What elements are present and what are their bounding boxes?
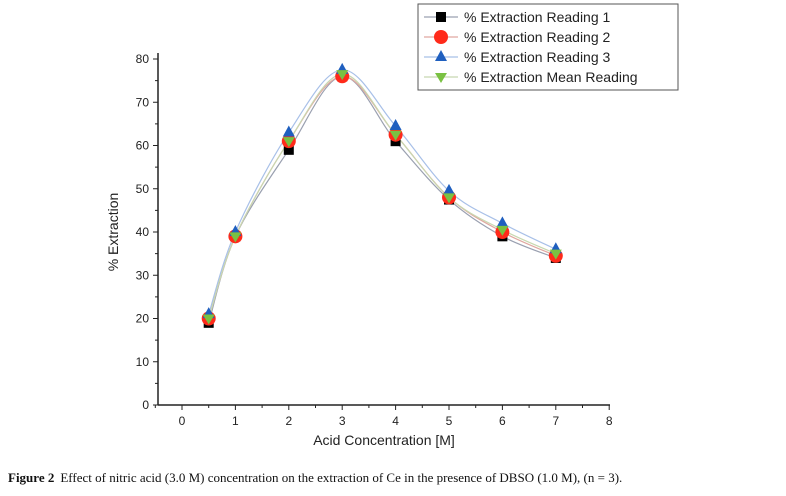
legend-label: % Extraction Reading 3 [464, 49, 611, 65]
legend-label: % Extraction Reading 2 [464, 29, 611, 45]
data-point-series-3 [282, 125, 295, 137]
y-tick-label: 0 [142, 398, 149, 412]
data-point-series-3 [389, 119, 402, 131]
x-tick-label: 7 [552, 414, 559, 428]
x-tick-label: 0 [179, 414, 186, 428]
y-tick-label: 60 [136, 139, 150, 153]
x-tick-label: 4 [392, 414, 399, 428]
data-point-series-4 [336, 70, 349, 81]
legend-label: % Extraction Reading 1 [464, 9, 611, 25]
x-tick-label: 8 [606, 414, 613, 428]
figure-caption: Figure 2 Effect of nitric acid (3.0 M) co… [8, 470, 622, 486]
data-point-series-1 [283, 144, 294, 155]
y-tick-label: 20 [136, 312, 150, 326]
series-line-3 [208, 69, 557, 315]
y-tick-label: 80 [136, 52, 150, 66]
legend-marker-4 [435, 73, 447, 83]
data-point-series-3 [443, 183, 455, 195]
x-tick-label: 2 [285, 414, 292, 428]
legend: % Extraction Reading 1 % Extraction Readi… [417, 3, 679, 91]
x-tick-label: 5 [446, 414, 453, 428]
x-tick-label: 3 [339, 414, 346, 428]
x-tick-label: 1 [232, 414, 239, 428]
y-tick-label: 40 [136, 225, 150, 239]
x-axis-label: Acid Concentration [M] [313, 432, 455, 448]
legend-label: % Extraction Mean Reading [464, 69, 638, 85]
legend-marker-3 [435, 50, 447, 61]
series-line-1 [208, 75, 557, 324]
legend-marker-1 [436, 12, 446, 22]
y-tick-label: 10 [136, 355, 150, 369]
axes: 0 10 20 30 40 50 60 70 80 0 1 2 3 4 5 6 7 8 [136, 52, 613, 428]
data-point-series-4 [202, 314, 215, 325]
y-tick-label: 30 [136, 268, 150, 282]
series-line-4 [208, 73, 557, 319]
data-point-series-4 [229, 232, 242, 243]
caption-text: Effect of nitric acid (3.0 M) concentrat… [60, 470, 623, 485]
data-point-series-4 [389, 130, 402, 141]
data-point-series-4 [496, 225, 509, 236]
y-axis-label: % Extraction [105, 193, 121, 272]
series-line-2 [208, 75, 557, 319]
legend-box [417, 3, 679, 91]
series-lines [208, 69, 557, 324]
caption-label: Figure 2 [8, 470, 55, 485]
y-tick-label: 50 [136, 182, 150, 196]
x-tick-label: 6 [499, 414, 506, 428]
data-point-series-4 [282, 137, 295, 148]
data-point-series-4 [549, 249, 562, 260]
data-point-series-4 [443, 193, 455, 204]
y-tick-label: 70 [136, 95, 150, 109]
series-markers [201, 62, 563, 328]
legend-marker-2 [434, 30, 448, 44]
data-point-series-3 [496, 216, 509, 228]
